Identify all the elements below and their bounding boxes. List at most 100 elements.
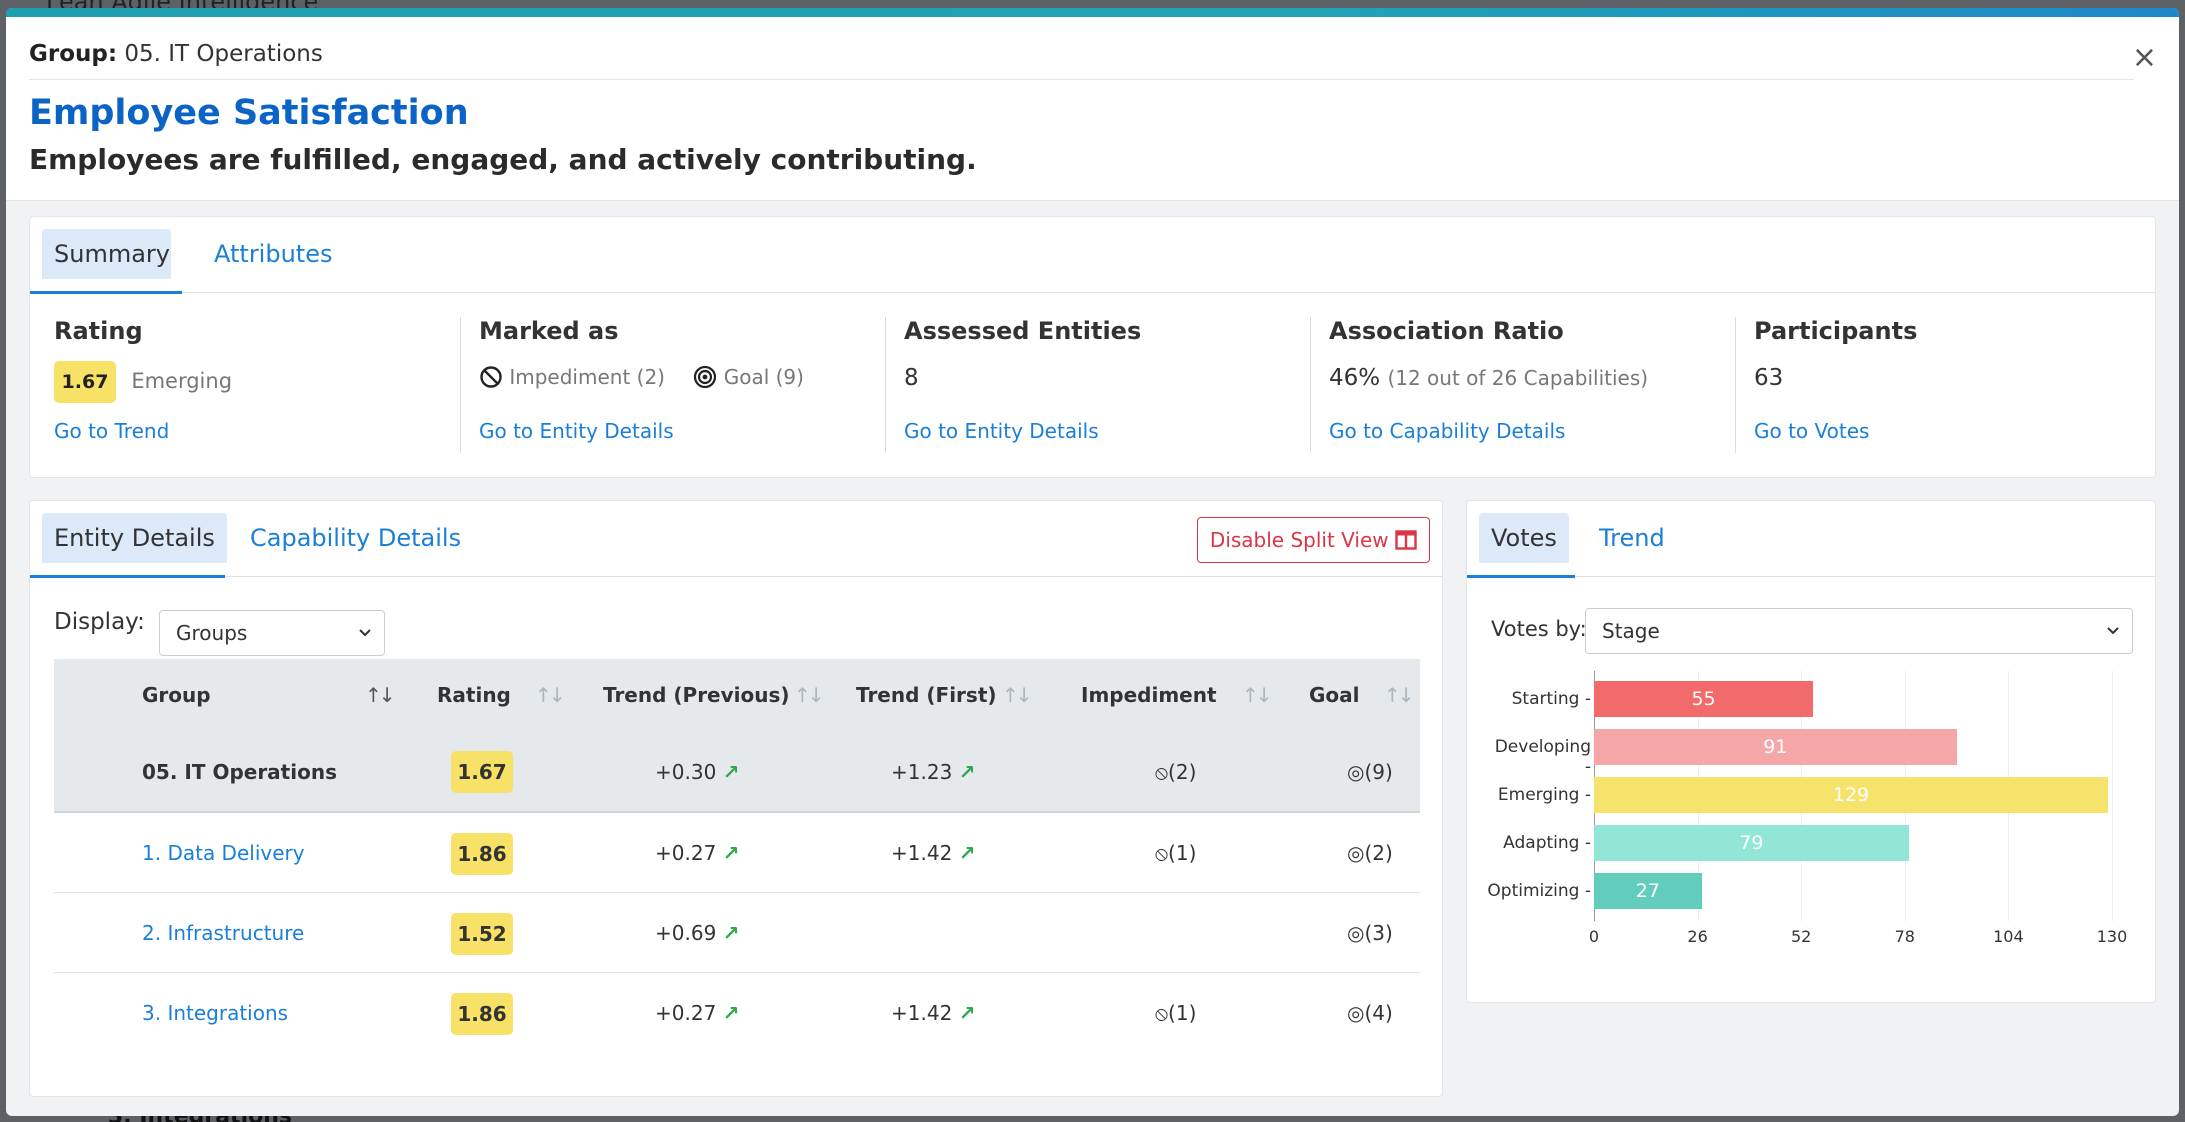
sort-icon[interactable]: ↑↓ <box>535 683 565 707</box>
chart-bar[interactable]: 129 <box>1594 777 2108 813</box>
trend-up-icon: ↗ <box>958 841 976 865</box>
sort-icon[interactable]: ↑↓ <box>794 683 824 707</box>
summary-tabs: Summary Attributes <box>30 217 2155 294</box>
go-to-entity-details-link-2[interactable]: Go to Entity Details <box>904 419 1099 443</box>
disable-split-view-button[interactable]: Disable Split View <box>1196 517 1430 563</box>
row-goal: ◎(4) <box>1347 1001 1393 1025</box>
trend-up-icon: ↗ <box>722 760 740 784</box>
votes-by-select[interactable]: Stage <box>1585 608 2133 654</box>
sort-icon[interactable]: ↑↓ <box>1384 683 1414 707</box>
participants-value: 63 <box>1754 365 1784 391</box>
row-rating-badge: 1.86 <box>451 833 513 875</box>
trend-up-icon: ↗ <box>722 921 740 945</box>
sort-asc-icon[interactable]: ↑↓ <box>365 683 395 707</box>
col-goal[interactable]: Goal <box>1309 683 1360 707</box>
group-line: Group: 05. IT Operations <box>29 41 323 67</box>
entity-details-card: Entity Details Capability Details Disabl… <box>29 500 1443 1097</box>
col-trend-first[interactable]: Trend (First) <box>856 683 997 707</box>
group-rating-badge: 1.67 <box>451 751 513 793</box>
chart-gridline <box>2112 671 2113 921</box>
summary-divider <box>1310 317 1311 453</box>
row-name-link[interactable]: 1. Data Delivery <box>142 841 305 865</box>
chart-x-tick-label: 52 <box>1791 927 1812 946</box>
tab-underline <box>1467 575 1575 578</box>
go-to-trend-link[interactable]: Go to Trend <box>54 419 170 443</box>
tab-capability-details[interactable]: Capability Details <box>250 524 462 552</box>
association-value: 46% (12 out of 26 Capabilities) <box>1329 365 1648 391</box>
chart-bar[interactable]: 79 <box>1594 825 1909 861</box>
table-group-row: 05. IT Operations 1.67 +0.30 ↗ +1.23 ↗ ⦸… <box>54 731 1420 813</box>
summary-assessed: Assessed Entities 8 Go to Entity Details <box>904 317 1294 453</box>
row-goal: ◎(3) <box>1347 921 1393 945</box>
chart-x-tick-label: 78 <box>1894 927 1915 946</box>
tab-votes[interactable]: Votes <box>1479 513 1569 563</box>
sort-icon[interactable]: ↑↓ <box>1242 683 1272 707</box>
sort-icon[interactable]: ↑↓ <box>1002 683 1032 707</box>
tab-entity-details[interactable]: Entity Details <box>42 513 227 563</box>
chart-bar[interactable]: 27 <box>1594 873 1702 909</box>
chart-category-label: Emerging - <box>1497 785 1591 805</box>
row-name-link[interactable]: 2. Infrastructure <box>142 921 305 945</box>
row-impediment: ⦸(1) <box>1155 841 1197 865</box>
assessed-label: Assessed Entities <box>904 317 1142 345</box>
tab-underline <box>30 291 182 294</box>
chart-bar[interactable]: 91 <box>1594 729 1957 765</box>
display-select[interactable]: Groups <box>159 610 385 656</box>
details-tabs: Entity Details Capability Details Disabl… <box>30 501 1442 578</box>
tab-summary[interactable]: Summary <box>42 229 171 279</box>
chart-x-tick-label: 26 <box>1687 927 1708 946</box>
tab-underline <box>30 575 225 578</box>
col-rating[interactable]: Rating <box>437 683 511 707</box>
go-to-entity-details-link[interactable]: Go to Entity Details <box>479 419 674 443</box>
rating-stage: Emerging <box>131 369 233 393</box>
col-trend-previous[interactable]: Trend (Previous) <box>603 683 790 707</box>
goal-icon: ◎ <box>1347 760 1365 784</box>
modal-header: Group: 05. IT Operations × Employee Sati… <box>6 17 2179 201</box>
association-label: Association Ratio <box>1329 317 1564 345</box>
go-to-capability-details-link[interactable]: Go to Capability Details <box>1329 419 1566 443</box>
row-goal: ◎(2) <box>1347 841 1393 865</box>
chevron-down-icon <box>2106 609 2120 670</box>
rating-value-row: 1.67 Emerging <box>54 361 232 403</box>
tab-trend[interactable]: Trend <box>1599 524 1665 552</box>
table-row: 2. Infrastructure 1.52 +0.69 ↗ ◎(3) <box>54 893 1420 973</box>
rating-badge: 1.67 <box>54 361 116 403</box>
chart-bar[interactable]: 55 <box>1594 681 1814 717</box>
summary-association: Association Ratio 46% (12 out of 26 Capa… <box>1329 317 1719 453</box>
trend-up-icon: ↗ <box>958 760 976 784</box>
group-value: 05. IT Operations <box>124 41 323 67</box>
close-button[interactable]: × <box>2131 40 2157 75</box>
col-impediment[interactable]: Impediment <box>1081 683 1217 707</box>
impediment-count: Impediment (2) <box>509 365 665 389</box>
row-trend-first: +1.42 ↗ <box>891 1001 976 1025</box>
votes-by-label: Votes by: <box>1491 617 1587 641</box>
marked-label: Marked as <box>479 317 619 345</box>
association-detail: (12 out of 26 Capabilities) <box>1387 366 1649 390</box>
assessed-value: 8 <box>904 365 919 391</box>
group-goal: ◎(9) <box>1347 760 1393 784</box>
votes-bar-chart: 0 26 52 78 104 130 Starting -55 Developing -91 E… <box>1467 671 2147 971</box>
marked-values: Impediment (2) Goal (9) <box>479 365 804 389</box>
group-label: Group: <box>29 41 118 67</box>
votes-tabs: Votes Trend <box>1467 501 2155 578</box>
impediment-icon: ⦸ <box>1155 1001 1169 1025</box>
go-to-votes-link[interactable]: Go to Votes <box>1754 419 1870 443</box>
rating-label: Rating <box>54 317 143 345</box>
page-title: Employee Satisfaction <box>29 93 469 133</box>
table-header: Group ↑↓ Rating ↑↓ Trend (Previous) ↑↓ T… <box>54 659 1420 731</box>
group-impediment: ⦸(2) <box>1155 760 1197 784</box>
impediment-icon: ⦸ <box>1155 760 1169 784</box>
row-impediment: ⦸(1) <box>1155 1001 1197 1025</box>
tab-attributes[interactable]: Attributes <box>214 240 333 268</box>
capability-modal: Group: 05. IT Operations × Employee Sati… <box>6 8 2179 1116</box>
summary-divider <box>460 317 461 453</box>
col-group[interactable]: Group <box>142 683 211 707</box>
row-trend-previous: +0.69 ↗ <box>655 921 740 945</box>
summary-card: Summary Attributes Rating 1.67 Emerging … <box>29 216 2156 478</box>
chart-x-tick-label: 130 <box>2096 927 2128 946</box>
row-name-link[interactable]: 3. Integrations <box>142 1001 289 1025</box>
goal-icon <box>693 365 723 389</box>
display-selected: Groups <box>176 621 248 645</box>
row-trend-previous: +0.27 ↗ <box>655 1001 740 1025</box>
summary-divider <box>885 317 886 453</box>
